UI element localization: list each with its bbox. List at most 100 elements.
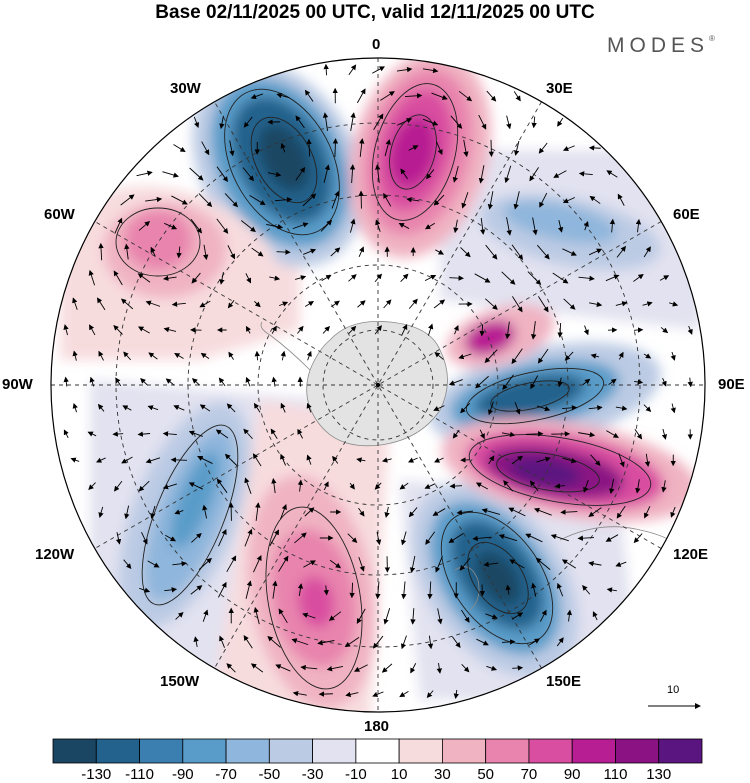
wind-vector [616,505,626,519]
map-border [50,57,706,713]
wind-vector [172,561,187,567]
lon-label-150w: 150W [160,673,200,690]
wind-vector [137,431,151,437]
wind-vector [356,608,366,624]
wind-vector [487,191,494,210]
wind-vector [354,664,368,672]
wind-vector [452,429,460,439]
wind-vector [276,92,290,99]
wind-vector [400,168,408,180]
wind-vector [374,325,382,335]
wind-vector [452,166,459,183]
wind-vector [557,377,563,388]
wind-vector [318,691,333,697]
wind-vector [536,405,551,412]
wind-vector [426,169,435,180]
wind-vector [199,300,211,308]
wind-vector [269,529,279,547]
wind-vector [618,453,625,468]
wind-vector [280,350,286,361]
wind-vector [251,247,264,257]
wind-vector [372,691,384,697]
wind-vector [536,456,551,463]
wind-vector [463,139,469,158]
wind-vector [553,170,567,178]
wind-vector [297,428,304,439]
wind-vector [433,194,445,206]
colorbar-tick-label: -130 [81,766,112,783]
wind-vector [475,482,489,490]
wind-vector [245,580,252,599]
wind-vector [514,402,521,415]
wind-vector [582,378,591,386]
wind-vector [479,217,486,235]
wind-vector [583,220,589,231]
wind-vector [383,608,391,625]
wind-vector [176,246,182,259]
wind-vector [486,665,497,671]
colorbar-swatch [485,738,530,764]
wind-vector [456,509,474,516]
wind-vector [563,298,576,310]
wind-vector [165,534,177,542]
wind-vector [436,141,443,155]
wind-vector [121,456,133,464]
wind-vector [687,325,693,335]
wind-vector [375,219,381,232]
wind-vector [150,505,156,519]
wind-vector [529,480,539,492]
wind-vector [533,507,552,516]
wind-vector [244,528,253,547]
wind-vector [88,482,96,491]
wind-vector [634,327,644,333]
wind-vector [96,457,106,463]
wind-vector [328,611,342,621]
wind-vector [643,353,652,359]
wind-vector [306,402,312,413]
wind-vector [529,167,539,182]
wind-vector [350,112,356,131]
wind-vector [461,663,470,673]
wind-vector [635,218,642,233]
wind-vector [511,455,524,465]
wind-vector [292,222,309,230]
wind-vector [254,350,260,361]
wind-vector [197,455,213,464]
contour-low-115w [141,424,239,606]
wind-vector [557,323,563,338]
wind-vector [422,118,439,126]
lon-label-120w: 120W [35,546,75,563]
wind-vector [582,585,591,595]
wind-vector [170,457,187,463]
wind-vector [198,193,213,208]
meridian-150e-30w [214,101,542,669]
contour-high-60w [115,207,201,277]
wind-vector [216,166,228,183]
latitude-circle-3 [187,194,569,576]
wind-vector [633,273,644,282]
wind-vector [459,557,471,571]
wind-vector [374,273,383,283]
wind-vector [504,165,512,184]
wind-vector [348,274,357,282]
colorbar-tick-label: 30 [434,766,451,783]
wind-vector [453,219,459,234]
wind-vector [115,532,122,545]
wind-vector [72,297,78,310]
wind-vector [501,271,516,285]
wind-vector [375,581,381,600]
wind-vector [410,608,416,625]
colorbar-swatch [139,738,184,764]
wind-vector [410,663,417,674]
wind-vector [592,611,598,621]
wind-vector [163,327,177,333]
wind-vector [618,351,624,360]
contour-high-160w [265,506,363,690]
wind-vector [424,274,437,282]
wind-vector [615,405,628,411]
wind-vector [644,453,651,468]
map-title: Base 02/11/2025 00 UTC, valid 12/11/2025… [155,2,595,23]
latitude-circle-2 [257,264,499,506]
meridian-60e-120w [94,221,662,549]
wind-vector [527,271,542,286]
